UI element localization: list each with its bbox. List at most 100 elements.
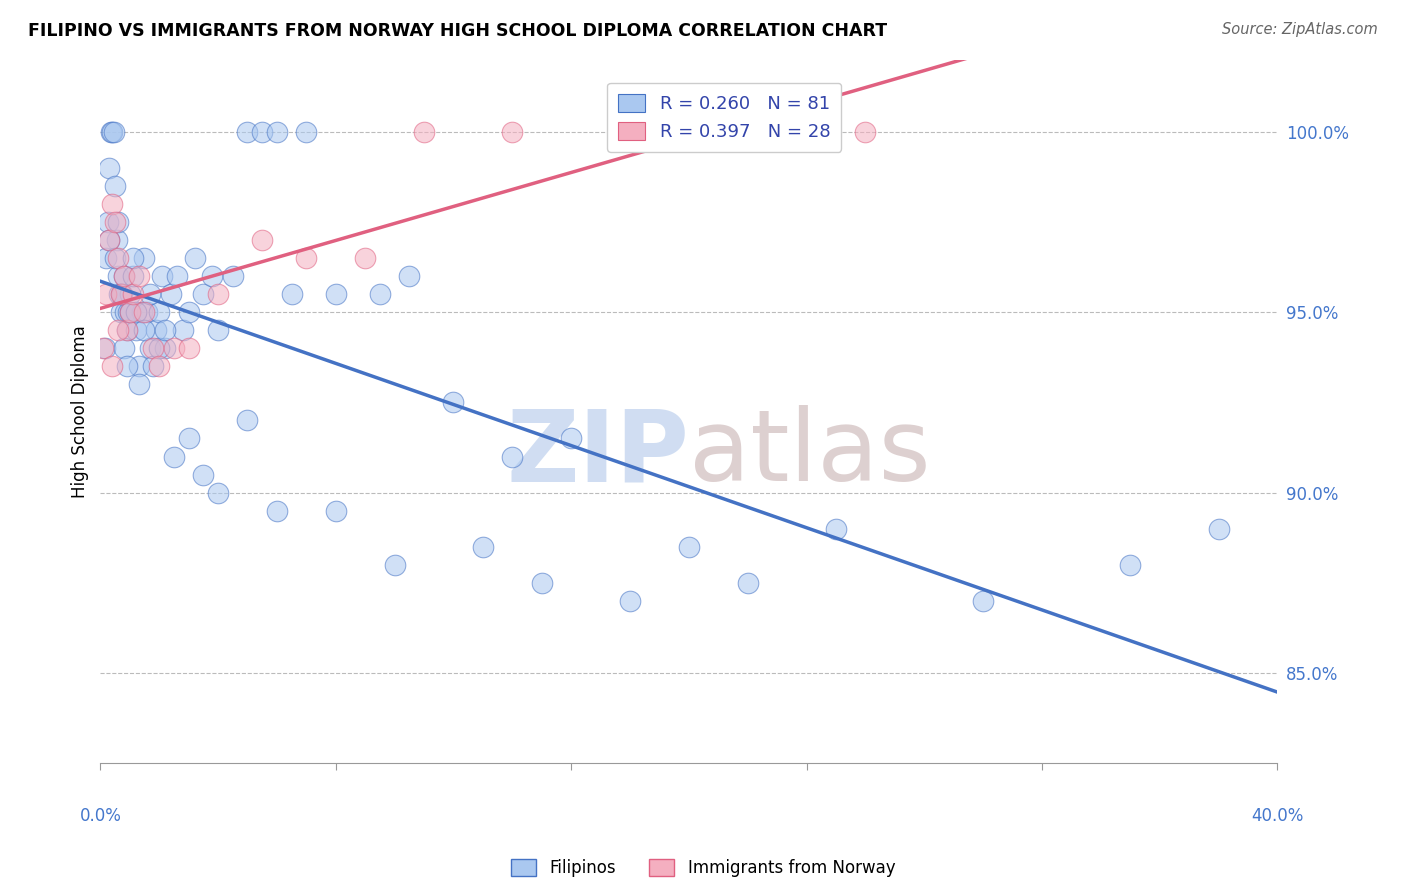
- Point: [619, 594, 641, 608]
- Point: [107, 269, 129, 284]
- Point: [177, 341, 200, 355]
- Point: [266, 125, 288, 139]
- Point: [117, 305, 139, 319]
- Point: [177, 432, 200, 446]
- Point: [825, 522, 848, 536]
- Point: [236, 125, 259, 139]
- Text: FILIPINO VS IMMIGRANTS FROM NORWAY HIGH SCHOOL DIPLOMA CORRELATION CHART: FILIPINO VS IMMIGRANTS FROM NORWAY HIGH …: [28, 22, 887, 40]
- Point: [98, 233, 121, 247]
- Point: [530, 575, 553, 590]
- Point: [737, 125, 759, 139]
- Point: [112, 341, 135, 355]
- Legend: Filipinos, Immigrants from Norway: Filipinos, Immigrants from Norway: [505, 852, 901, 884]
- Text: ZIP: ZIP: [506, 405, 689, 502]
- Point: [737, 575, 759, 590]
- Point: [201, 269, 224, 284]
- Point: [100, 125, 122, 139]
- Point: [96, 251, 118, 265]
- Point: [501, 125, 523, 139]
- Point: [222, 269, 245, 284]
- Point: [108, 287, 131, 301]
- Point: [115, 323, 138, 337]
- Point: [1208, 522, 1230, 536]
- Point: [560, 432, 582, 446]
- Point: [413, 125, 436, 139]
- Point: [91, 341, 114, 355]
- Point: [183, 251, 205, 265]
- Point: [142, 359, 165, 374]
- Point: [160, 287, 183, 301]
- Point: [107, 323, 129, 337]
- Point: [121, 269, 143, 284]
- Point: [98, 161, 121, 175]
- Point: [855, 125, 877, 139]
- Point: [148, 341, 170, 355]
- Point: [163, 341, 186, 355]
- Point: [96, 287, 118, 301]
- Point: [110, 287, 132, 301]
- Point: [97, 215, 120, 229]
- Point: [193, 467, 215, 482]
- Point: [131, 305, 153, 319]
- Point: [118, 305, 141, 319]
- Point: [501, 450, 523, 464]
- Point: [443, 395, 465, 409]
- Point: [107, 251, 129, 265]
- Point: [166, 269, 188, 284]
- Point: [121, 251, 143, 265]
- Point: [153, 323, 176, 337]
- Point: [124, 305, 146, 319]
- Point: [325, 287, 347, 301]
- Point: [193, 287, 215, 301]
- Point: [134, 323, 156, 337]
- Point: [163, 450, 186, 464]
- Point: [148, 305, 170, 319]
- Point: [384, 558, 406, 572]
- Point: [153, 341, 176, 355]
- Point: [128, 377, 150, 392]
- Point: [266, 503, 288, 517]
- Legend: R = 0.260   N = 81, R = 0.397   N = 28: R = 0.260 N = 81, R = 0.397 N = 28: [607, 83, 841, 153]
- Point: [145, 323, 167, 337]
- Point: [177, 305, 200, 319]
- Point: [236, 413, 259, 427]
- Point: [139, 341, 162, 355]
- Point: [619, 125, 641, 139]
- Point: [110, 305, 132, 319]
- Point: [150, 269, 173, 284]
- Point: [104, 178, 127, 193]
- Point: [105, 233, 128, 247]
- Point: [354, 251, 377, 265]
- Point: [142, 341, 165, 355]
- Point: [139, 287, 162, 301]
- Point: [972, 594, 994, 608]
- Point: [107, 215, 129, 229]
- Point: [110, 287, 132, 301]
- Point: [101, 125, 124, 139]
- Point: [103, 125, 125, 139]
- Text: 0.0%: 0.0%: [79, 806, 121, 824]
- Point: [295, 125, 318, 139]
- Point: [104, 251, 127, 265]
- Point: [148, 359, 170, 374]
- Point: [112, 269, 135, 284]
- Point: [128, 359, 150, 374]
- Point: [121, 287, 143, 301]
- Point: [98, 233, 121, 247]
- Point: [207, 485, 229, 500]
- Point: [136, 305, 159, 319]
- Point: [101, 197, 124, 211]
- Point: [250, 233, 273, 247]
- Point: [128, 269, 150, 284]
- Point: [471, 540, 494, 554]
- Point: [115, 359, 138, 374]
- Point: [207, 287, 229, 301]
- Text: Source: ZipAtlas.com: Source: ZipAtlas.com: [1222, 22, 1378, 37]
- Point: [280, 287, 302, 301]
- Point: [172, 323, 194, 337]
- Y-axis label: High School Diploma: High School Diploma: [72, 325, 89, 498]
- Point: [94, 341, 117, 355]
- Point: [101, 359, 124, 374]
- Point: [118, 305, 141, 319]
- Point: [368, 287, 391, 301]
